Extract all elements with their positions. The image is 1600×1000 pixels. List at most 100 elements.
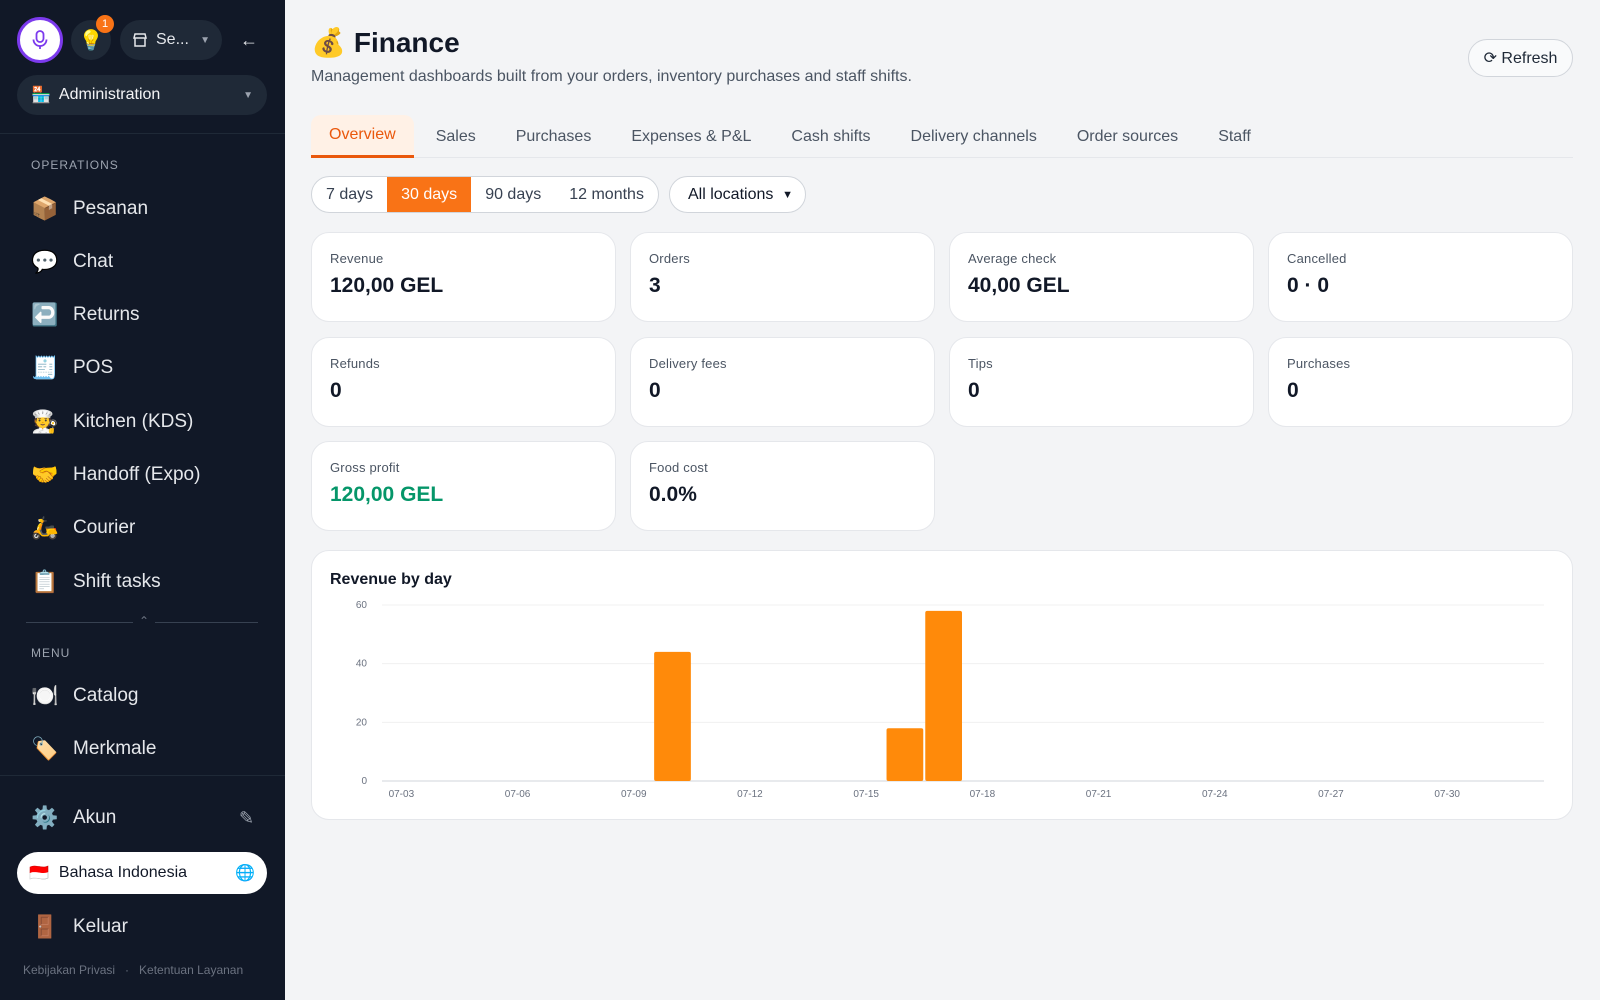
revenue-bar-07-16[interactable] [886, 728, 924, 781]
speech-bubble-icon: 💬 [31, 249, 59, 274]
chevron-down-icon: ▼ [200, 34, 210, 46]
globe-icon: 🌐 [235, 865, 255, 882]
x-tick-label: 07-27 [1318, 789, 1344, 800]
x-tick-label: 07-24 [1202, 789, 1228, 800]
menu-section-label: MENU [31, 646, 71, 660]
chef-icon: 🧑‍🍳 [31, 409, 59, 434]
kpi-card-cancelled: Cancelled 0 · 0 [1268, 232, 1573, 322]
kpi-value: 0 [649, 379, 661, 402]
gear-icon: ⚙️ [31, 805, 59, 830]
sidebar-item-pesanan[interactable]: 📦 Pesanan [31, 189, 261, 229]
revenue-bar-chart: 0 20 40 60 07-03 07-06 07-09 07-12 07-15 07-18 07-… [356, 600, 1544, 800]
range-12-months[interactable]: 12 months [569, 185, 644, 203]
sidebar-item-courier[interactable]: 🛵 Courier [31, 508, 261, 548]
kpi-card-orders: Orders 3 [630, 232, 935, 322]
chevron-down-icon: ▼ [782, 188, 793, 201]
tips-button[interactable]: 💡 1 [71, 15, 114, 60]
finance-tabs: Overview Sales Purchases Expenses & P&L … [311, 115, 1573, 158]
kpi-card-gross-profit: Gross profit 120,00 GEL [311, 441, 616, 531]
lightbulb-icon: 💡 [78, 29, 104, 52]
sidebar-item-shift-tasks[interactable]: 📋 Shift tasks [31, 562, 261, 602]
kpi-label: Delivery fees [649, 356, 727, 371]
door-icon: 🚪 [31, 914, 59, 939]
sidebar-item-label: Catalog [73, 685, 139, 706]
main-content: 💰 Finance Management dashboards built fr… [285, 0, 1600, 1000]
kpi-value: 120,00 GEL [330, 274, 444, 297]
y-tick-label: 0 [361, 776, 367, 787]
return-arrow-icon: ↩️ [31, 302, 59, 327]
tab-order-sources[interactable]: Order sources [1076, 127, 1179, 145]
sidebar-item-label: Shift tasks [73, 571, 161, 592]
sidebar-item-label: Courier [73, 517, 136, 538]
kpi-label: Gross profit [330, 460, 400, 475]
date-range-selector: 7 days 30 days 90 days 12 months [311, 176, 659, 213]
y-tick-label: 60 [356, 600, 368, 611]
privacy-link[interactable]: Kebijakan Privasi [23, 963, 116, 977]
sidebar-item-label: Pesanan [73, 198, 149, 219]
handshake-icon: 🤝 [31, 462, 59, 487]
sidebar: 💡 1 Se... ▼ ← 🏪 Administration ▼ OPERATI… [0, 0, 285, 1000]
revenue-bar-07-17[interactable] [925, 610, 962, 781]
terms-link[interactable]: Ketentuan Layanan [139, 963, 244, 977]
kpi-label: Refunds [330, 356, 380, 371]
kpi-value: 0.0% [649, 483, 697, 506]
kpi-card-purchases: Purchases 0 [1268, 337, 1573, 427]
language-selector[interactable]: 🇮🇩 Bahasa Indonesia 🌐 [17, 852, 267, 894]
refresh-button[interactable]: ⟳ Refresh [1468, 39, 1573, 77]
tab-overview[interactable]: Overview [311, 115, 414, 158]
store-icon [133, 33, 147, 47]
tab-sales[interactable]: Sales [435, 127, 476, 145]
kpi-label: Tips [968, 356, 993, 371]
kpi-card-delivery-fees: Delivery fees 0 [630, 337, 935, 427]
kpi-label: Average check [968, 251, 1057, 266]
page-title-text: Finance [353, 26, 460, 58]
store-selector[interactable]: Se... ▼ [120, 20, 222, 60]
revenue-bar-07-10[interactable] [654, 651, 691, 781]
sidebar-item-label: Returns [73, 304, 140, 325]
sidebar-item-returns[interactable]: ↩️ Returns [31, 295, 261, 335]
range-7-days[interactable]: 7 days [326, 185, 374, 203]
kpi-card-revenue: Revenue 120,00 GEL [311, 232, 616, 322]
tab-cash-shifts[interactable]: Cash shifts [791, 127, 871, 145]
range-90-days[interactable]: 90 days [485, 185, 542, 203]
sidebar-item-merkmale[interactable]: 🏷️ Merkmale [31, 729, 261, 769]
sidebar-item-chat[interactable]: 💬 Chat [31, 242, 261, 282]
kpi-card-tips: Tips 0 [949, 337, 1254, 427]
sidebar-item-handoff[interactable]: 🤝 Handoff (Expo) [31, 455, 261, 495]
kpi-value: 0 [968, 379, 980, 402]
role-selector[interactable]: 🏪 Administration ▼ [17, 75, 267, 115]
chevron-down-icon: ▼ [243, 89, 253, 101]
kpi-card-refunds: Refunds 0 [311, 337, 616, 427]
edit-icon[interactable]: ✎ [239, 808, 255, 828]
kpi-card-average-check: Average check 40,00 GEL [949, 232, 1254, 322]
chevron-up-icon[interactable]: ⌃ [133, 614, 156, 628]
sidebar-item-logout[interactable]: 🚪 Keluar [31, 907, 261, 947]
sidebar-item-pos[interactable]: 🧾 POS [31, 348, 261, 388]
store-label: Se... [156, 31, 189, 48]
voice-button[interactable] [17, 17, 63, 63]
tab-delivery-channels[interactable]: Delivery channels [910, 127, 1037, 145]
x-tick-label: 07-30 [1434, 789, 1460, 800]
kpi-label: Revenue [330, 251, 384, 266]
language-label: Bahasa Indonesia [58, 864, 188, 881]
tab-staff[interactable]: Staff [1218, 127, 1251, 145]
notification-badge: 1 [96, 15, 114, 33]
sidebar-item-catalog[interactable]: 🍽️ Catalog [31, 676, 261, 716]
collapse-sidebar-icon[interactable]: ← [240, 30, 258, 50]
tab-purchases[interactable]: Purchases [515, 127, 592, 145]
kpi-label: Cancelled [1287, 251, 1347, 266]
plate-icon: 🍽️ [31, 683, 59, 708]
sidebar-item-account[interactable]: ⚙️ Akun [31, 798, 261, 838]
kpi-value: 3 [649, 274, 661, 297]
tab-expenses-pl[interactable]: Expenses & P&L [631, 127, 752, 145]
kpi-value: 0 · 0 [1287, 274, 1330, 297]
sidebar-item-label: Akun [73, 807, 117, 828]
footer-separator: · [125, 963, 130, 977]
range-30-days[interactable]: 30 days [387, 177, 472, 212]
location-select[interactable]: All locations ▼ [669, 176, 806, 213]
y-tick-label: 20 [356, 717, 368, 728]
sidebar-item-kitchen[interactable]: 🧑‍🍳 Kitchen (KDS) [31, 402, 261, 442]
kpi-label: Food cost [649, 460, 708, 475]
indonesia-flag-icon: 🇮🇩 [29, 865, 49, 882]
role-label: Administration [58, 86, 161, 103]
